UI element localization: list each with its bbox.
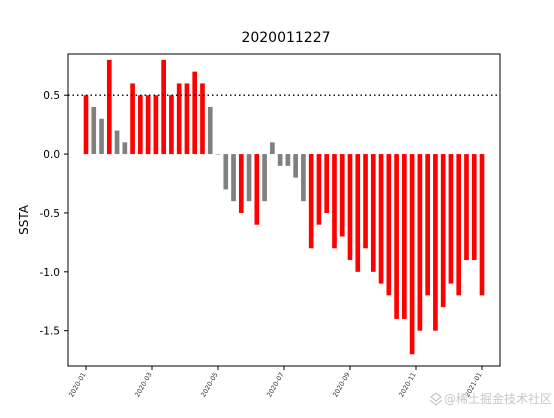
- bar-33: [339, 154, 345, 237]
- x-tick-label: 2020-03: [133, 371, 154, 399]
- bar-49: [464, 154, 469, 261]
- y-axis-label: SSTA: [17, 204, 31, 235]
- juejin-logo-icon: [429, 392, 443, 406]
- bar-9: [153, 95, 159, 155]
- chart-title: 2020011227: [241, 30, 330, 46]
- bar-46: [440, 154, 446, 308]
- y-tick-label: 0.5: [43, 90, 60, 102]
- bar-29: [308, 154, 314, 249]
- bar-30: [316, 154, 322, 225]
- bar-32: [332, 154, 337, 249]
- bar-22: [254, 154, 260, 225]
- bar-17: [215, 154, 221, 155]
- bars-group: [83, 59, 485, 355]
- bar-0: [83, 95, 89, 155]
- bar-47: [448, 154, 454, 284]
- bar-11: [169, 95, 174, 155]
- bar-7: [138, 95, 143, 155]
- y-tick-label: -1.5: [40, 326, 61, 338]
- y-axis: -1.5 -1.0 -0.5 0.0 0.5: [40, 90, 68, 338]
- bar-10: [161, 59, 166, 155]
- bar-23: [262, 154, 267, 202]
- bar-12: [176, 83, 182, 155]
- bar-48: [456, 154, 462, 296]
- y-tick-label: -1.0: [40, 267, 61, 279]
- y-tick-label: -0.5: [40, 208, 61, 220]
- bar-45: [433, 154, 438, 331]
- bar-25: [277, 154, 283, 166]
- x-axis: 2020-01 2020-03 2020-05 2020-07 2020-09 2020-…: [67, 366, 484, 399]
- bar-24: [270, 142, 275, 155]
- bar-38: [378, 154, 384, 284]
- bar-13: [184, 83, 190, 155]
- watermark: @稀土掘金技术社区: [429, 391, 552, 406]
- bar-8: [145, 95, 151, 155]
- bar-16: [207, 106, 213, 155]
- bar-2: [99, 118, 104, 155]
- bar-19: [231, 154, 236, 202]
- bar-26: [285, 154, 291, 166]
- bar-21: [246, 154, 252, 202]
- bar-40: [394, 154, 399, 319]
- bar-5: [122, 142, 128, 155]
- bar-36: [363, 154, 368, 249]
- bar-39: [386, 154, 392, 296]
- bar-4: [114, 130, 120, 155]
- bar-44: [425, 154, 430, 296]
- bar-50: [471, 154, 477, 261]
- plot-frame: [67, 53, 501, 367]
- bar-20: [238, 154, 244, 213]
- bar-27: [293, 154, 298, 178]
- x-tick-label: 2020-11: [397, 371, 418, 399]
- x-tick-label: 2020-05: [199, 371, 220, 399]
- bar-15: [200, 83, 205, 155]
- bar-37: [370, 154, 376, 272]
- x-tick-label: 2020-09: [331, 371, 352, 399]
- watermark-text: @稀土掘金技术社区: [444, 391, 552, 406]
- bar-51: [479, 154, 485, 296]
- x-tick-label: 2020-07: [265, 371, 286, 399]
- bar-6: [130, 83, 135, 155]
- bar-28: [301, 154, 306, 202]
- bar-43: [417, 154, 423, 331]
- bar-14: [192, 71, 198, 155]
- bar-18: [223, 154, 229, 190]
- y-tick-label: 0.0: [43, 149, 60, 161]
- bar-35: [355, 154, 361, 272]
- bar-3: [106, 59, 112, 155]
- bar-1: [91, 106, 97, 155]
- bar-34: [347, 154, 353, 261]
- bar-31: [324, 154, 330, 213]
- bar-41: [402, 154, 407, 319]
- bar-42: [409, 154, 415, 355]
- x-tick-label: 2020-01: [67, 371, 88, 399]
